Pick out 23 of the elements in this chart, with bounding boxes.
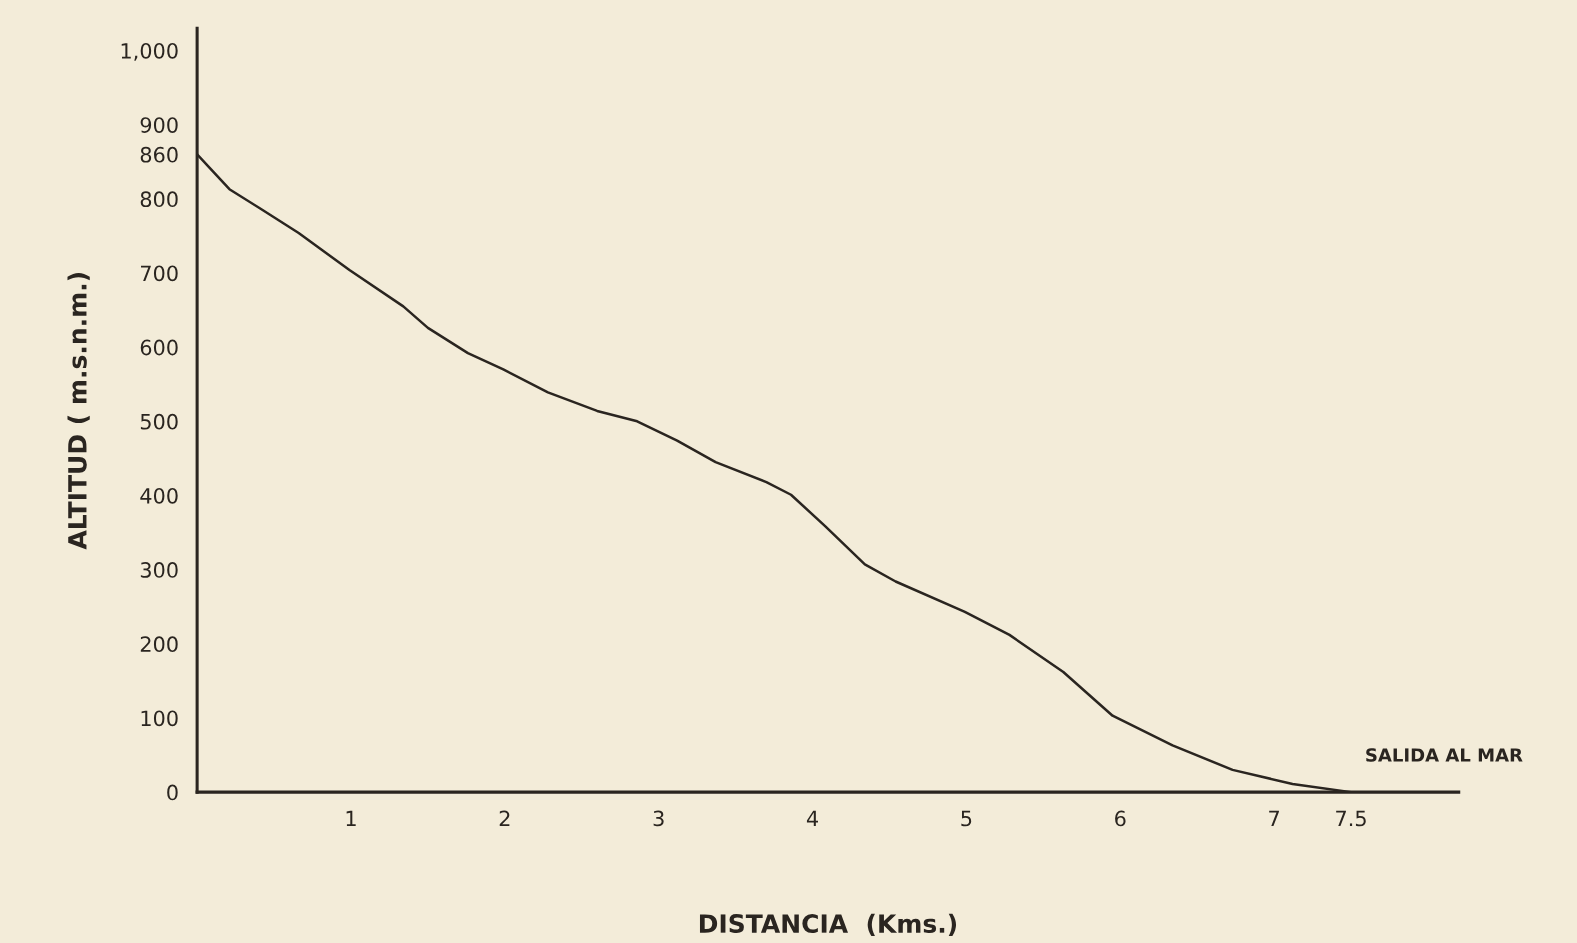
y-tick-label: 300 bbox=[140, 562, 178, 578]
y-tick-label: 900 bbox=[140, 117, 178, 133]
x-tick-label: 7 bbox=[1269, 810, 1279, 827]
y-tick-label: 860 bbox=[140, 146, 178, 163]
y-tick-label: 600 bbox=[140, 339, 178, 356]
y-tick-label: 0 bbox=[167, 784, 178, 801]
x-tick-label: 1 bbox=[346, 810, 356, 827]
x-tick-label: 7.5 bbox=[1336, 810, 1366, 827]
y-tick-label: 500 bbox=[140, 413, 178, 430]
x-tick-label: 6 bbox=[1115, 810, 1126, 827]
annotation: SALIDA AL MAR bbox=[1366, 748, 1523, 762]
y-tick-label: 400 bbox=[140, 487, 178, 504]
y-tick-label: 1,000 bbox=[121, 42, 178, 61]
x-tick-label: 4 bbox=[806, 810, 818, 827]
y-tick-label: 100 bbox=[141, 710, 178, 727]
x-axis-title: DISTANCIA (Kms.) bbox=[699, 913, 957, 936]
x-tick-label: 2 bbox=[499, 810, 510, 827]
y-axis-title: ALTITUD ( m.s.n.m.) bbox=[67, 273, 90, 550]
x-tick-label: 5 bbox=[961, 810, 972, 827]
y-tick-label: 800 bbox=[140, 191, 178, 208]
y-tick-label: 200 bbox=[140, 636, 178, 653]
y-tick-label: 700 bbox=[141, 265, 178, 282]
x-tick-label: 3 bbox=[653, 810, 664, 827]
